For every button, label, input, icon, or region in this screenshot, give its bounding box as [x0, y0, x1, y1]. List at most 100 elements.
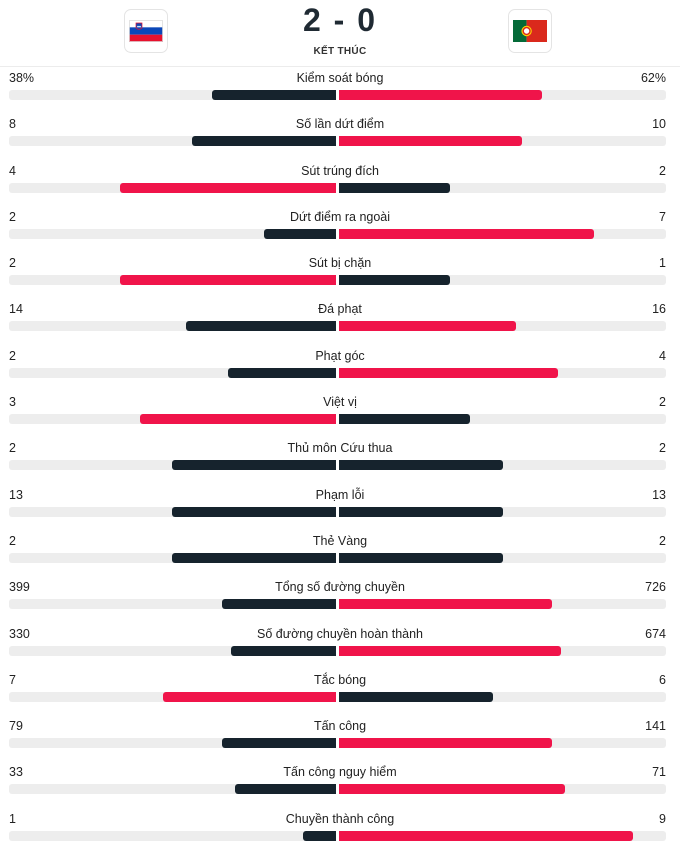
stat-row: 2 Thủ môn Cứu thua 2: [0, 440, 680, 486]
away-stat-track: [339, 228, 666, 239]
stat-label: Việt vị: [323, 395, 357, 410]
stat-row: 2 Sút bị chặn 1: [0, 255, 680, 301]
stat-label: Sút bị chặn: [308, 256, 372, 271]
away-stat-value: 6: [659, 672, 666, 687]
home-stat-track: [9, 552, 336, 563]
home-stat-bar: [163, 691, 336, 702]
home-stat-value: 3: [9, 395, 16, 410]
stat-label: Số đường chuyền hoàn thành: [257, 626, 423, 641]
home-stat-track: [9, 599, 336, 610]
home-stat-value: 14: [9, 302, 23, 317]
home-stat-bar: [172, 460, 336, 471]
away-stat-value: 1: [659, 256, 666, 271]
stat-label: Dứt điểm ra ngoài: [289, 209, 391, 224]
away-stat-bar: [339, 460, 503, 471]
away-stat-bar: [339, 830, 633, 841]
stat-row: 2 Dứt điểm ra ngoài 7: [0, 209, 680, 255]
stat-row: 3 Việt vị 2: [0, 394, 680, 440]
home-stat-track: [9, 738, 336, 749]
home-stat-track: [9, 830, 336, 841]
away-stat-bar: [339, 691, 493, 702]
away-stat-track: [339, 738, 666, 749]
away-stat-bar: [339, 738, 552, 749]
away-stat-track: [339, 275, 666, 286]
home-stat-value: 38%: [9, 71, 35, 85]
stat-row: 79 Tấn công 141: [0, 718, 680, 764]
stat-label: Tổng số đường chuyền: [275, 580, 405, 595]
match-score: 2 - 0: [302, 2, 378, 38]
home-stat-value: 2: [9, 533, 16, 548]
match-status: KẾT THÚC: [313, 46, 367, 57]
home-stat-value: 2: [9, 441, 16, 456]
away-stat-bar: [339, 228, 594, 239]
home-stat-bar: [228, 367, 336, 378]
away-stat-track: [339, 506, 666, 517]
away-stat-value: 9: [659, 811, 666, 826]
slovenia-flag-icon: [129, 20, 163, 42]
home-stat-bar: [222, 738, 336, 749]
away-stat-track: [339, 367, 666, 378]
home-team-flag[interactable]: [124, 9, 168, 53]
home-stat-bar: [303, 830, 336, 841]
away-stat-track: [339, 321, 666, 332]
home-stat-value: 7: [9, 672, 16, 687]
stat-row: 14 Đá phạt 16: [0, 301, 680, 347]
match-header: 2 - 0 KẾT THÚC: [0, 0, 680, 67]
stat-label: Đá phạt: [318, 302, 362, 317]
away-stat-value: 2: [659, 441, 666, 456]
home-stat-bar: [140, 414, 336, 425]
stat-label: Phạm lỗi: [315, 487, 365, 502]
home-stat-value: 2: [9, 209, 16, 224]
home-stat-value: 13: [9, 487, 23, 502]
stat-row: 1 Chuyền thành công 9: [0, 811, 680, 857]
away-team-flag[interactable]: [508, 9, 552, 53]
away-stat-value: 726: [645, 580, 666, 595]
home-stat-value: 2: [9, 348, 16, 363]
away-stat-value: 2: [659, 533, 666, 548]
away-stat-track: [339, 552, 666, 563]
away-stat-track: [339, 460, 666, 471]
away-stat-bar: [339, 552, 503, 563]
away-stat-bar: [339, 182, 450, 193]
stat-row: 2 Thẻ Vàng 2: [0, 533, 680, 579]
away-stat-track: [339, 599, 666, 610]
home-stat-track: [9, 506, 336, 517]
home-stat-track: [9, 228, 336, 239]
stat-row: 7 Tắc bóng 6: [0, 672, 680, 718]
home-stat-track: [9, 367, 336, 378]
match-stats-list: 38% Kiểm soát bóng 62% 8 Số lần dứt điểm 10 4 S…: [0, 70, 680, 857]
home-stat-track: [9, 691, 336, 702]
home-stat-value: 79: [9, 719, 23, 734]
away-stat-track: [339, 830, 666, 841]
home-stat-bar: [231, 645, 336, 656]
stat-label: Tấn công nguy hiểm: [283, 765, 397, 780]
home-stat-bar: [120, 275, 336, 286]
away-stat-value: 71: [652, 765, 666, 780]
stat-label: Số lần dứt điểm: [295, 117, 385, 132]
stat-label: Thẻ Vàng: [312, 533, 368, 548]
away-stat-value: 7: [659, 209, 666, 224]
away-stat-bar: [339, 599, 552, 610]
stat-label: Kiểm soát bóng: [296, 71, 384, 85]
home-stat-bar: [172, 552, 336, 563]
stat-label: Thủ môn Cứu thua: [287, 441, 393, 456]
stat-label: Tấn công: [313, 719, 367, 734]
home-stat-track: [9, 784, 336, 795]
home-stat-bar: [264, 228, 336, 239]
home-stat-track: [9, 90, 336, 100]
away-stat-value: 2: [659, 163, 666, 178]
home-stat-bar: [186, 321, 336, 332]
away-stat-track: [339, 136, 666, 147]
away-stat-bar: [339, 506, 503, 517]
away-stat-bar: [339, 414, 470, 425]
stat-row: 33 Tấn công nguy hiểm 71: [0, 764, 680, 810]
away-stat-value: 4: [659, 348, 666, 363]
home-stat-bar: [222, 599, 336, 610]
away-stat-bar: [339, 136, 522, 147]
home-stat-track: [9, 460, 336, 471]
home-stat-track: [9, 275, 336, 286]
home-stat-bar: [235, 784, 336, 795]
home-stat-track: [9, 645, 336, 656]
stat-row: 330 Số đường chuyền hoàn thành 674: [0, 626, 680, 672]
home-stat-value: 330: [9, 626, 30, 641]
